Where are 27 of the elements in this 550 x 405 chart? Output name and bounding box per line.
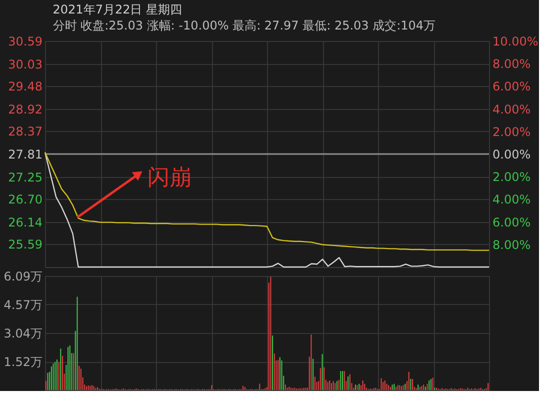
y2-tick-label: 6.00% (492, 80, 531, 94)
y-tick-label: 6.09万 (4, 270, 42, 284)
y2-tick-label: 8.00% (492, 57, 531, 72)
y-tick-label: 25.59 (8, 238, 42, 252)
y-tick-label: 28.92 (8, 102, 42, 116)
y-tick-label: 4.57万 (4, 298, 42, 312)
y2-tick-label: 8.00% (492, 238, 531, 252)
y2-tick-label: 10.00% (492, 34, 538, 48)
y-tick-label: 27.81 (8, 148, 42, 162)
y2-tick-label: 4.00% (492, 102, 531, 116)
y-tick-label: 1.52万 (4, 355, 42, 370)
chart-title: 2021年7月22日 星期四 (52, 2, 182, 16)
y-tick-label: 3.04万 (4, 326, 42, 341)
y2-tick-label: 0.00% (492, 148, 531, 162)
y-tick-label: 26.14 (8, 215, 42, 230)
y-tick-label: 26.70 (8, 192, 42, 207)
y2-tick-label: 2.00% (492, 170, 531, 184)
y-tick-label: 30.03 (8, 57, 42, 72)
y-tick-label: 28.37 (8, 124, 42, 139)
chart-subtitle: 分时 收盘:25.03 涨幅: -10.00% 最高: 27.97 最低: 25.03 成交:104万 (52, 18, 436, 32)
y2-tick-label: 6.00% (492, 215, 531, 230)
y-tick-label: 30.59 (8, 34, 42, 48)
y-tick-label: 27.25 (8, 170, 42, 184)
y2-tick-label: 4.00% (492, 192, 531, 207)
annotation: 闪崩 (147, 165, 192, 190)
y-tick-label: 29.48 (8, 80, 42, 94)
y2-tick-label: 2.00% (492, 124, 531, 139)
